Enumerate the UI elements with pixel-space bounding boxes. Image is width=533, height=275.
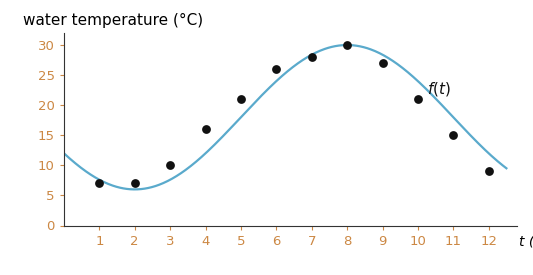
Point — [343, 43, 351, 47]
Point — [484, 169, 493, 174]
Point — [272, 67, 280, 71]
Point — [95, 181, 103, 186]
Point — [166, 163, 174, 167]
Point — [237, 97, 245, 101]
Text: $f(t)$: $f(t)$ — [427, 80, 450, 98]
Point — [449, 133, 457, 138]
Point — [201, 127, 210, 131]
Point — [414, 97, 422, 101]
Text: t (months): t (months) — [519, 235, 533, 249]
Point — [308, 55, 316, 59]
Point — [378, 61, 387, 65]
Point — [131, 181, 139, 186]
Text: water temperature (°C): water temperature (°C) — [23, 13, 203, 28]
